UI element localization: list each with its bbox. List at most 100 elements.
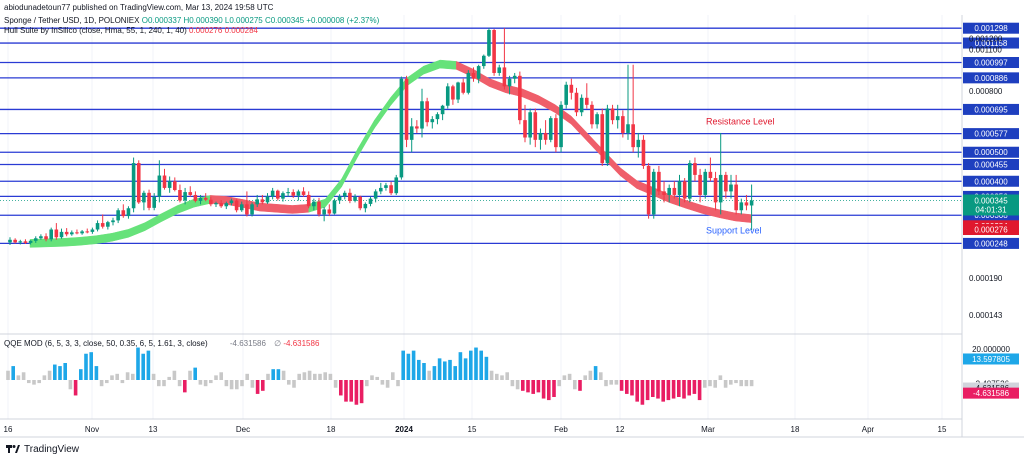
qqe-bar — [271, 369, 275, 380]
qqe-bar — [718, 375, 723, 380]
level-tag-text: 0.001158 — [975, 39, 1008, 48]
candle-body — [476, 66, 481, 79]
level-tag-text: 0.000577 — [974, 130, 1008, 139]
candle-body — [116, 210, 120, 221]
resistance-label: Resistance Level — [706, 116, 775, 126]
hull-segment — [29, 238, 47, 248]
candle-body — [64, 231, 69, 235]
level-tag — [963, 159, 1019, 171]
hull-segment — [78, 235, 96, 246]
qqe-bar — [16, 375, 21, 380]
qqe-bar — [453, 366, 457, 380]
qqe-bar — [703, 380, 707, 388]
time-axis[interactable]: 16 Nov 13 Dec 18 2024 15 Feb 12 Mar 18 Apr 15 — [4, 425, 947, 434]
qqe-bar — [302, 372, 307, 380]
qqe-bar — [276, 369, 281, 380]
qqe-bar — [323, 372, 327, 380]
candle-body — [265, 196, 270, 203]
candle-body — [703, 171, 708, 195]
qqe-axis[interactable]: 20.00000013.597805-2.407526-4.631586-4.6… — [963, 345, 1019, 399]
candle-body — [291, 192, 296, 196]
qqe-bar — [136, 347, 140, 380]
price-tick-label: 0.001100 — [969, 46, 1002, 55]
qqe-bar — [120, 380, 125, 384]
candle-body — [198, 197, 203, 201]
support-label: Support Level — [706, 225, 762, 235]
publisher-line: abiodunadetoun77 published on TradingVie… — [4, 3, 274, 12]
candle-body — [554, 118, 558, 148]
hull-segment — [734, 212, 752, 223]
candle-body — [435, 114, 440, 120]
candle-body — [85, 231, 90, 233]
qqe-bar — [240, 380, 244, 387]
qqe-bar — [619, 380, 624, 391]
candle-body — [451, 86, 455, 100]
qqe-bar — [474, 347, 478, 380]
qqe-bar — [21, 372, 26, 380]
qqe-tag — [963, 353, 1019, 365]
qqe-legend[interactable]: QQE MOD (6, 5, 3, 3, close, 50, 0.35, 6,… — [4, 339, 320, 348]
candle-body — [425, 101, 429, 123]
qqe-bar — [536, 380, 541, 393]
qqe-bar — [349, 380, 353, 402]
qqe-bar — [79, 369, 83, 380]
qqe-bar — [255, 380, 260, 394]
qqe-bar — [635, 380, 639, 402]
candle-body — [245, 204, 249, 215]
candle-body — [332, 200, 337, 214]
qqe-bar — [656, 380, 660, 399]
qqe-value-2: -4.631586 — [283, 339, 320, 348]
candle-body — [54, 229, 59, 238]
candle-body — [90, 229, 95, 232]
qqe-bar — [11, 366, 15, 380]
qqe-bar — [146, 350, 151, 380]
candle-body — [306, 194, 311, 207]
qqe-indicator-name: QQE MOD (6, 5, 3, 3, close, 50, 0.35, 6,… — [4, 339, 208, 348]
candle-body — [167, 181, 172, 188]
candle-body — [399, 78, 404, 178]
level-tag-text: 0.001298 — [974, 24, 1008, 33]
candle-body — [585, 97, 589, 105]
qqe-bar — [552, 380, 556, 397]
qqe-bar — [391, 372, 395, 380]
candle-body — [183, 192, 187, 201]
qqe-bar — [385, 380, 390, 388]
candle-body — [162, 175, 167, 188]
candle-body — [718, 174, 723, 203]
hull-legend[interactable]: Hull Suite by InSilico (close, Hma, 55, … — [4, 26, 258, 36]
qqe-bar — [94, 366, 99, 380]
candle-body — [445, 86, 450, 106]
candle-body — [214, 203, 218, 205]
candle-body — [209, 199, 213, 205]
candle-body — [147, 192, 151, 208]
time-tick-label: 15 — [468, 425, 477, 434]
candle-body — [260, 199, 265, 203]
candle-body — [28, 240, 33, 243]
candle-body — [286, 192, 290, 194]
qqe-bar — [526, 380, 530, 393]
candle-body — [384, 185, 388, 188]
candle-body — [657, 171, 661, 192]
qqe-bar — [63, 363, 67, 380]
qqe-bar — [557, 380, 561, 387]
qqe-bar — [500, 375, 504, 380]
qqe-bar — [749, 380, 754, 387]
tradingview-logo[interactable]: TradingView — [6, 444, 79, 455]
qqe-bar — [141, 353, 145, 380]
symbol-legend[interactable]: Sponge / Tether USD, 1D, POLONIEX O0.000… — [4, 16, 379, 26]
qqe-bar — [281, 370, 286, 380]
candle-body — [373, 191, 378, 199]
level-tag — [963, 175, 1019, 187]
candle-body — [595, 114, 599, 125]
level-tag — [963, 37, 1019, 49]
qqe-bar — [157, 380, 161, 387]
candle-body — [239, 204, 244, 211]
qqe-bar — [6, 370, 10, 380]
candle-body — [270, 190, 275, 197]
candle-body — [677, 181, 682, 195]
price-axis[interactable]: 0.001298 0.001158 0.000997 0.000886 0.000695… — [963, 22, 1019, 320]
tradingview-logo-icon — [6, 445, 20, 454]
qqe-bar — [162, 380, 166, 387]
candle-body — [729, 184, 733, 192]
candle-body — [13, 239, 17, 243]
